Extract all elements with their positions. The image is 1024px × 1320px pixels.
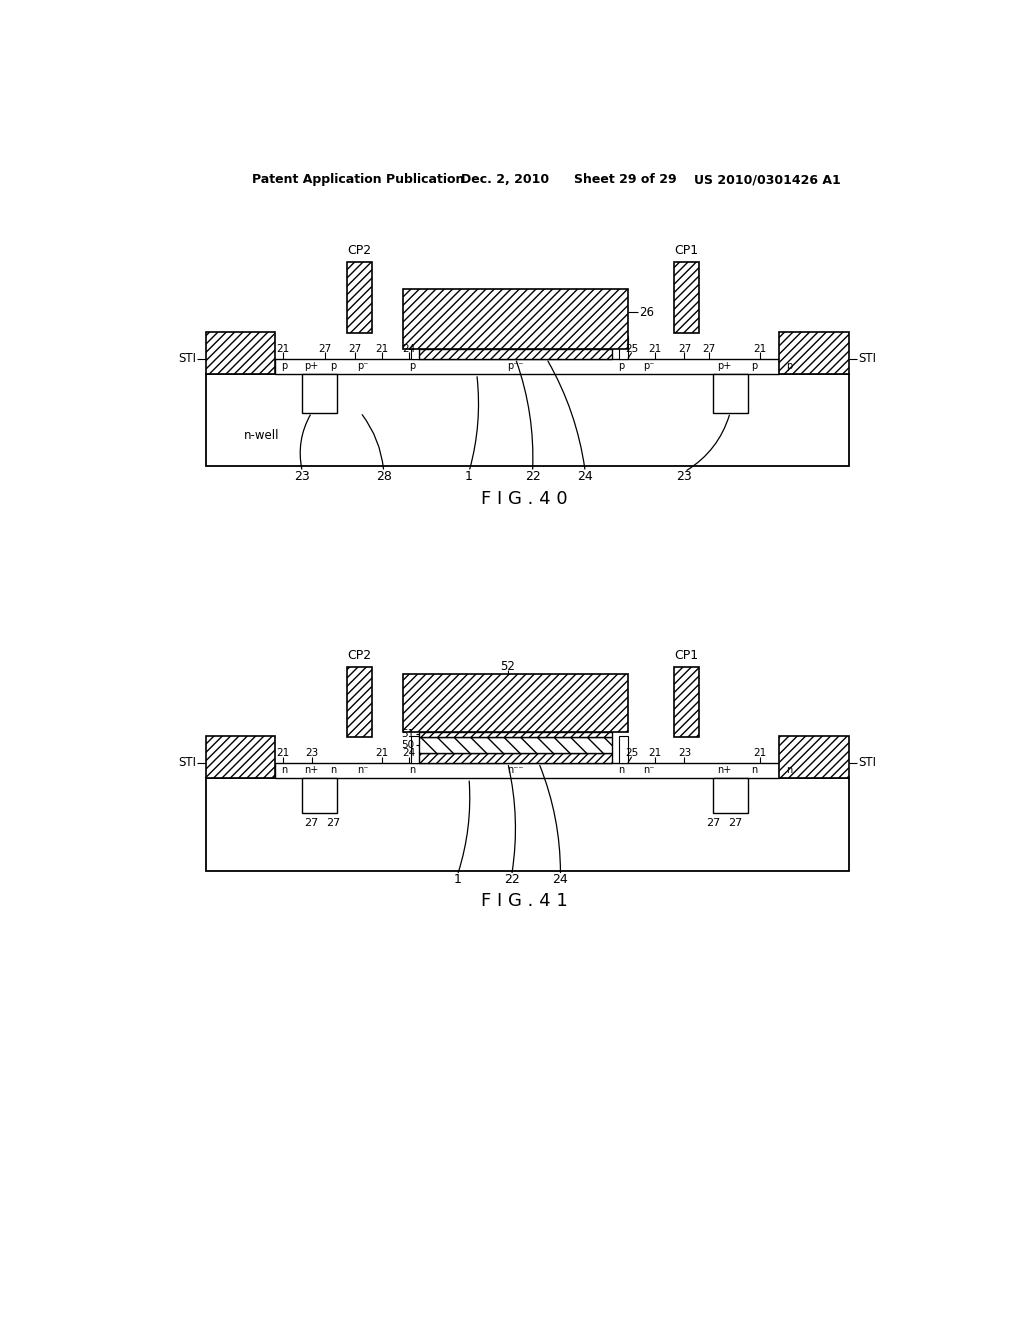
Bar — [411, 335, 420, 359]
Text: n+: n+ — [304, 764, 318, 775]
Bar — [779, 331, 849, 374]
Text: p: p — [331, 360, 337, 371]
Text: 27: 27 — [304, 818, 318, 828]
Text: 50: 50 — [401, 741, 415, 750]
Bar — [206, 779, 849, 871]
Text: p⁻⁻: p⁻⁻ — [507, 360, 523, 371]
Text: CP2: CP2 — [348, 244, 372, 257]
Text: n: n — [618, 764, 625, 775]
Text: 51: 51 — [401, 730, 415, 739]
Bar — [275, 763, 779, 779]
Text: n: n — [786, 764, 793, 775]
Text: p: p — [786, 360, 793, 371]
Bar — [419, 752, 612, 763]
Text: 24: 24 — [578, 470, 593, 483]
Text: 21: 21 — [276, 748, 290, 758]
Text: p⁻: p⁻ — [643, 360, 654, 371]
Text: STI: STI — [858, 352, 877, 366]
Text: STI: STI — [858, 756, 877, 770]
Bar — [302, 779, 337, 813]
Text: 1: 1 — [465, 470, 473, 483]
Text: 23: 23 — [305, 748, 318, 758]
Text: n⁻: n⁻ — [357, 764, 369, 775]
Text: p: p — [751, 360, 758, 371]
Text: 27: 27 — [728, 818, 742, 828]
Text: Patent Application Publication: Patent Application Publication — [252, 173, 464, 186]
Text: 28: 28 — [376, 470, 392, 483]
Text: F I G . 4 1: F I G . 4 1 — [481, 892, 568, 911]
Text: n: n — [282, 764, 288, 775]
Text: n: n — [331, 764, 337, 775]
Text: 24: 24 — [402, 343, 415, 354]
Text: 22: 22 — [504, 874, 519, 887]
Text: n⁻⁻: n⁻⁻ — [507, 764, 523, 775]
Text: 25: 25 — [625, 343, 638, 354]
Bar — [713, 779, 748, 813]
Text: CP1: CP1 — [675, 244, 698, 257]
Bar — [779, 737, 849, 779]
Text: n⁻: n⁻ — [643, 764, 654, 775]
Bar — [275, 359, 779, 374]
Text: 26: 26 — [640, 306, 654, 319]
Text: 23: 23 — [677, 470, 692, 483]
Text: p: p — [282, 360, 288, 371]
Bar — [675, 667, 699, 738]
Text: 27: 27 — [348, 343, 361, 354]
Text: p+: p+ — [304, 360, 318, 371]
Bar — [302, 374, 337, 412]
Bar — [206, 374, 849, 466]
Text: 25: 25 — [625, 748, 638, 758]
Text: 23: 23 — [678, 748, 691, 758]
Text: 21: 21 — [276, 343, 290, 354]
Text: 1: 1 — [454, 874, 462, 887]
Bar — [675, 263, 699, 333]
Text: US 2010/0301426 A1: US 2010/0301426 A1 — [693, 173, 841, 186]
Text: CP2: CP2 — [348, 648, 372, 661]
Text: 21: 21 — [648, 343, 662, 354]
Bar — [347, 667, 372, 738]
Bar — [206, 331, 275, 374]
Bar — [618, 737, 628, 763]
Text: p: p — [618, 360, 625, 371]
Bar — [419, 738, 612, 752]
Text: 24: 24 — [553, 874, 568, 887]
Bar — [419, 348, 612, 359]
Text: STI: STI — [178, 756, 197, 770]
Text: F I G . 4 0: F I G . 4 0 — [481, 490, 568, 508]
Text: Dec. 2, 2010: Dec. 2, 2010 — [461, 173, 549, 186]
Bar — [206, 737, 275, 779]
Text: 21: 21 — [753, 748, 766, 758]
Text: 52: 52 — [501, 660, 515, 673]
Text: p: p — [410, 360, 416, 371]
Text: n: n — [751, 764, 758, 775]
Text: 24: 24 — [402, 748, 415, 758]
Bar — [713, 374, 748, 412]
Text: 21: 21 — [376, 748, 389, 758]
Bar — [419, 733, 612, 738]
Text: Sheet 29 of 29: Sheet 29 of 29 — [573, 173, 676, 186]
Bar — [618, 335, 628, 359]
Bar — [347, 263, 372, 333]
Text: n+: n+ — [718, 764, 732, 775]
Text: n: n — [410, 764, 416, 775]
Text: 23: 23 — [295, 470, 310, 483]
Text: 22: 22 — [524, 470, 541, 483]
Text: 21: 21 — [376, 343, 389, 354]
Text: 21: 21 — [753, 343, 766, 354]
Text: 27: 27 — [327, 818, 341, 828]
Text: CP1: CP1 — [675, 648, 698, 661]
Text: STI: STI — [178, 352, 197, 366]
Text: 21: 21 — [648, 748, 662, 758]
Text: 27: 27 — [318, 343, 332, 354]
Bar — [411, 737, 420, 763]
Text: p+: p+ — [718, 360, 732, 371]
Bar — [403, 289, 628, 348]
Text: 27: 27 — [678, 343, 691, 354]
Text: 27: 27 — [702, 343, 716, 354]
Text: n-well: n-well — [245, 429, 280, 442]
Bar — [403, 675, 628, 733]
Text: p⁻: p⁻ — [357, 360, 369, 371]
Text: 27: 27 — [706, 818, 720, 828]
